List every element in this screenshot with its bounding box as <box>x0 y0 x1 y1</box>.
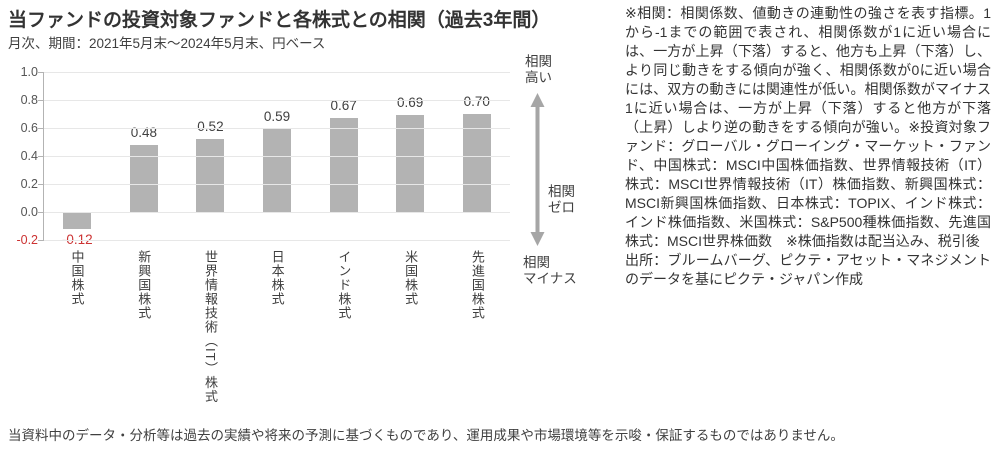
bar <box>329 118 358 212</box>
y-tick-mark <box>38 128 44 129</box>
correlation-bar-chart: 1.0 0.8 0.6 0.4 0.2 0.0 -0.2 -0.12 0.48 0.52 0.59… <box>8 62 608 412</box>
gridline <box>44 100 510 101</box>
y-tick-label: 0.6 <box>20 121 38 135</box>
page-title: 当ファンドの投資対象ファンドと各株式との相関（過去3年間） <box>8 10 551 31</box>
gridline <box>44 72 510 73</box>
plot-area: -0.12 0.48 0.52 0.59 0.67 0.69 0.70 <box>38 72 510 247</box>
x-axis-label: 世界情報技術（IT）株式 <box>202 250 218 404</box>
correlation-range-arrow-icon <box>530 93 545 246</box>
gridline <box>44 184 510 185</box>
y-tick-label: 0.8 <box>20 93 38 107</box>
bar <box>196 139 225 212</box>
correlation-definition-note: ※相関：相関係数、値動きの連動性の強さを表す指標。1から-1までの範囲で表され、… <box>625 5 991 250</box>
y-tick-mark <box>38 240 44 241</box>
bar-value-label: -0.12 <box>61 231 93 247</box>
side-note: ※相関：相関係数、値動きの連動性の強さを表す指標。1から-1までの範囲で表され、… <box>625 4 991 289</box>
gridline <box>44 156 510 157</box>
bar-value-label: 0.70 <box>463 94 490 109</box>
y-tick-mark <box>38 100 44 101</box>
y-tick-mark <box>38 184 44 185</box>
bars-container: -0.12 0.48 0.52 0.59 0.67 0.69 0.70 <box>44 72 510 247</box>
x-label-slot: 先進国株式 <box>443 250 510 410</box>
x-label-slot: 日本株式 <box>243 250 310 410</box>
x-label-slot: インド株式 <box>310 250 377 410</box>
bar <box>396 115 425 212</box>
bar-value-label: 0.52 <box>197 119 224 135</box>
bar-slot: 0.59 <box>244 72 311 240</box>
x-label-slot: 世界情報技術（IT）株式 <box>176 250 243 410</box>
y-tick-mark <box>38 212 44 213</box>
x-axis-label: 先進国株式 <box>469 250 485 320</box>
y-tick-mark <box>38 156 44 157</box>
gridline <box>44 128 510 129</box>
bar-slot: -0.12 <box>44 72 111 247</box>
bar-value-label: 0.67 <box>330 98 357 114</box>
bar-slot: 0.48 <box>111 72 178 240</box>
bar-slot: 0.70 <box>443 72 510 240</box>
annotation-correlation-zero: 相関 ゼロ <box>548 184 575 215</box>
bar-slot: 0.52 <box>177 72 244 240</box>
y-tick-mark <box>38 72 44 73</box>
gridline <box>44 212 510 213</box>
x-axis-label: 米国株式 <box>403 250 419 306</box>
bar <box>129 144 158 212</box>
y-tick-label: 1.0 <box>20 65 38 79</box>
bar-value-label: 0.59 <box>263 109 291 125</box>
x-axis-label: 日本株式 <box>269 250 285 306</box>
x-axis-label: インド株式 <box>336 250 352 320</box>
bar <box>63 212 92 229</box>
x-label-slot: 中国株式 <box>43 250 110 410</box>
bar <box>462 114 491 212</box>
bar <box>263 129 292 212</box>
y-tick-label: 0.0 <box>20 205 38 219</box>
x-axis-label: 新興国株式 <box>136 250 152 320</box>
annotation-correlation-minus: 相関 マイナス <box>523 255 577 286</box>
y-tick-label: 0.4 <box>20 149 38 163</box>
x-axis-label: 中国株式 <box>69 250 85 306</box>
bar-value-label: 0.69 <box>397 95 424 111</box>
x-axis-labels: 中国株式 新興国株式 世界情報技術（IT）株式 日本株式 インド株式 米国株式 先進国株式 <box>43 250 510 410</box>
y-tick-label: 0.2 <box>20 177 38 191</box>
x-label-slot: 米国株式 <box>377 250 444 410</box>
annotation-correlation-high: 相関 高い <box>525 54 552 85</box>
source-note: 出所：ブルームバーグ、ピクテ・アセット・マネジメントのデータを基にピクテ・ジャパ… <box>625 252 991 288</box>
footer-disclaimer: 当資料中のデータ・分析等は過去の実績や将来の予測に基づくものであり、運用成果や市… <box>8 428 844 443</box>
y-tick-label: -0.2 <box>16 233 38 247</box>
bar-slot: 0.69 <box>377 72 444 240</box>
chart-subtitle: 月次、期間：2021年5月末～2024年5月末、円ベース <box>8 36 326 51</box>
x-label-slot: 新興国株式 <box>110 250 177 410</box>
bar-slot: 0.67 <box>310 72 377 240</box>
gridline <box>44 240 510 241</box>
y-axis-labels: 1.0 0.8 0.6 0.4 0.2 0.0 -0.2 <box>8 65 38 247</box>
